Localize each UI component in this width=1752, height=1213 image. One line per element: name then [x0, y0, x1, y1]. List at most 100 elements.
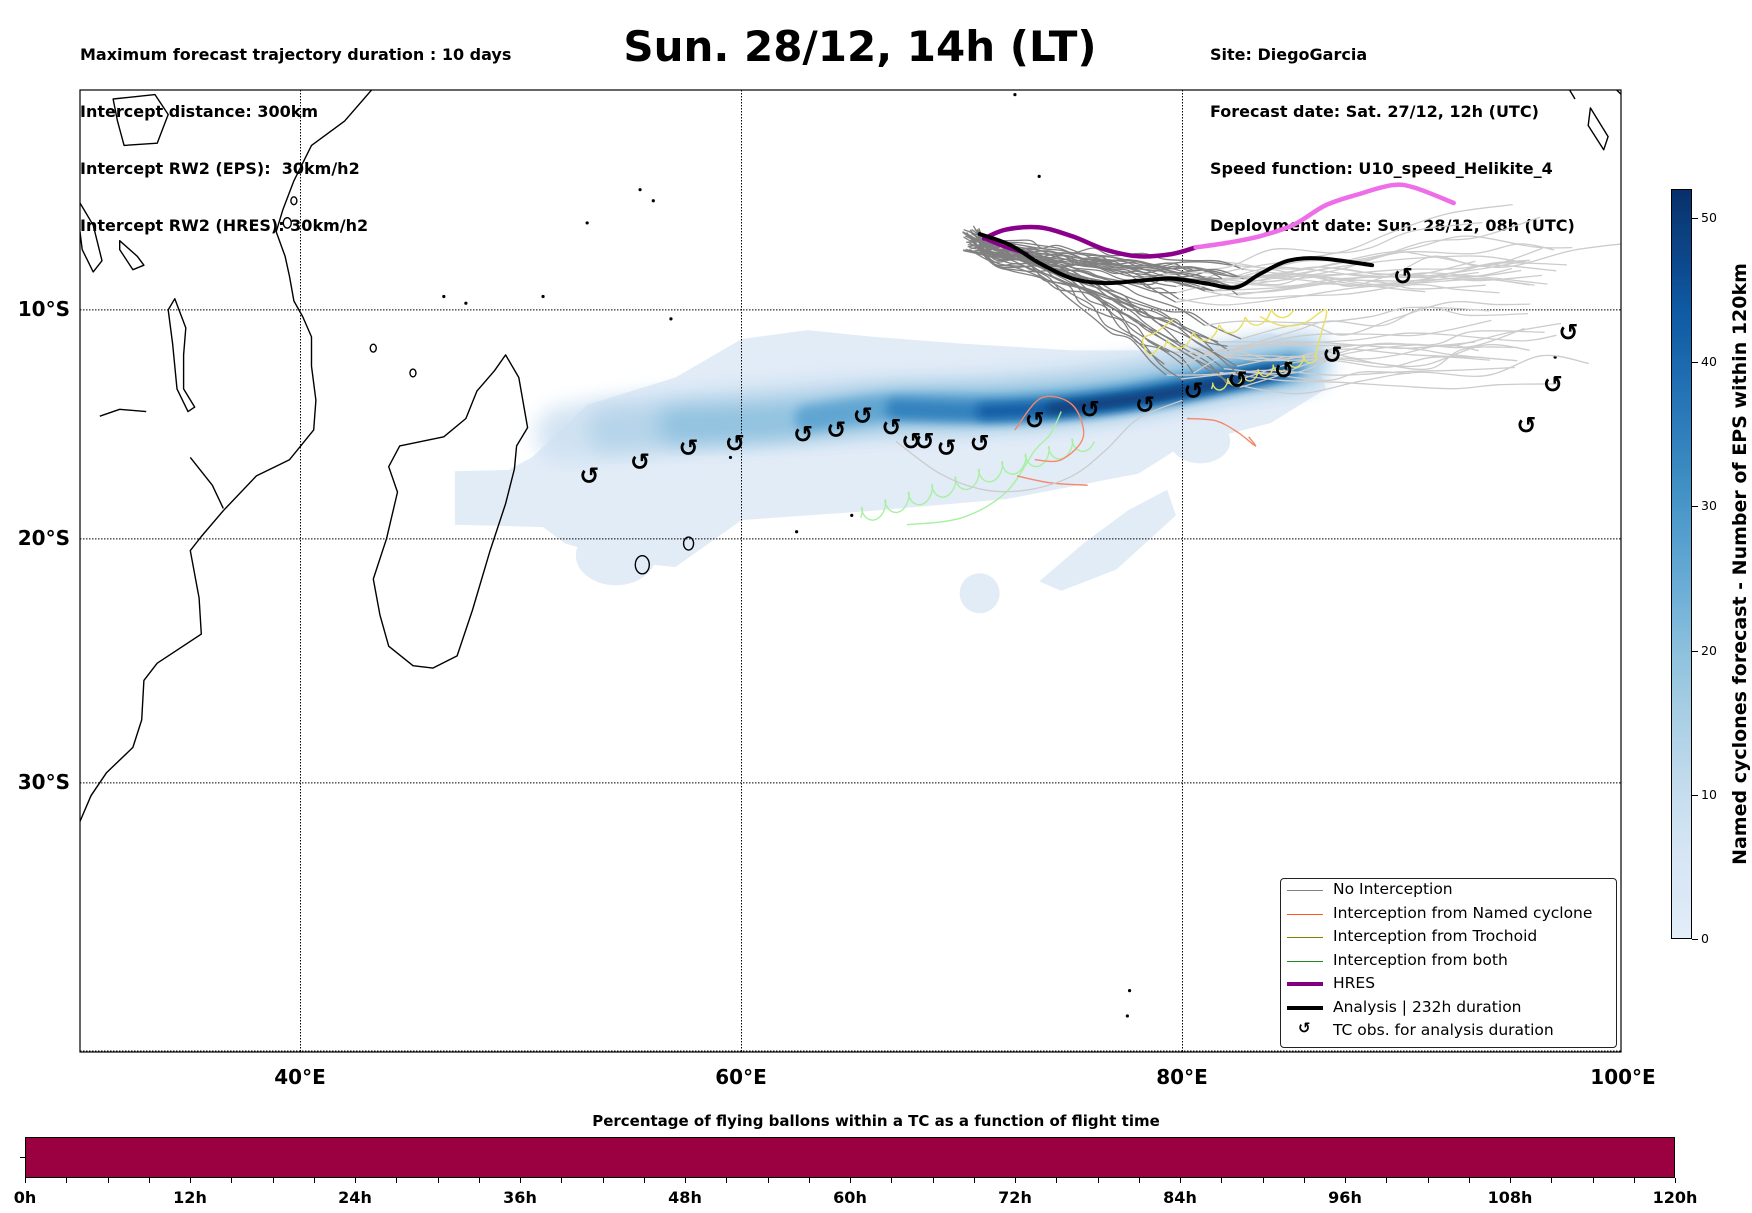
pct-bar-tick: [726, 1178, 727, 1183]
coast-river: [190, 457, 223, 508]
coast-islet: [464, 302, 467, 305]
pct-bar-tick: [1469, 1178, 1470, 1183]
pct-bar-tick: [66, 1178, 67, 1183]
pct-bar-tick-label: 36h: [490, 1188, 550, 1207]
colorbar-tick-label: 50: [1701, 211, 1717, 225]
tc-obs-marker: ↺: [914, 427, 934, 455]
tc-obs-marker: ↺: [630, 448, 650, 476]
pct-bar-tick: [149, 1178, 150, 1183]
legend-line-no-interception: [1287, 890, 1323, 891]
legend-item-trochoid: Interception from Trochoid: [1281, 926, 1616, 948]
legend-item-analysis: Analysis | 232h duration: [1281, 997, 1616, 1019]
tc-obs-marker: ↺: [1183, 377, 1203, 405]
coast-sumatra: [1617, 88, 1624, 97]
tc-obs-marker: ↺: [853, 402, 873, 430]
pct-bar-tick: [1221, 1178, 1222, 1183]
pct-bar-tick: [479, 1178, 480, 1183]
pct-bar-tick-label: 24h: [325, 1188, 385, 1207]
tc-obs-marker: ↺: [725, 430, 745, 458]
tc-symbol-icon: ↺: [1298, 1019, 1311, 1037]
lon-label-40e: 40°E: [250, 1065, 350, 1089]
pct-bar-tick: [25, 1178, 26, 1183]
tc-obs-marker: ↺: [881, 414, 901, 442]
coast-islet: [1038, 175, 1041, 178]
pct-bar-tick: [1180, 1178, 1181, 1183]
colorbar: [1671, 189, 1692, 939]
legend-line-analysis: [1287, 1006, 1323, 1010]
pct-bar-tick: [1551, 1178, 1552, 1183]
coast-mentawai: [1588, 108, 1608, 150]
tc-obs-marker: ↺: [679, 434, 699, 462]
density-blob: [1039, 490, 1176, 591]
pct-bar-tick: [768, 1178, 769, 1183]
pct-bar-tick-label: 48h: [655, 1188, 715, 1207]
legend-item-both: Interception from both: [1281, 950, 1616, 972]
pct-bar-tick: [603, 1178, 604, 1183]
pct-bar-tick: [850, 1178, 851, 1183]
lon-label-80e: 80°E: [1132, 1065, 1232, 1089]
pct-bar-tick: [396, 1178, 397, 1183]
pct-bar-tick-label: 96h: [1315, 1188, 1375, 1207]
pct-bar-tick: [273, 1178, 274, 1183]
tc-obs-marker: ↺: [793, 420, 813, 448]
pct-bar-tick: [1675, 1178, 1676, 1183]
coast-islet: [850, 514, 853, 517]
pct-bar-tick: [685, 1178, 686, 1183]
pct-bar-tick: [1593, 1178, 1594, 1183]
colorbar-tick: [1692, 362, 1698, 363]
coast-islet: [669, 317, 672, 320]
colorbar-tick-label: 30: [1701, 499, 1717, 513]
tc-obs-marker: ↺: [579, 462, 599, 490]
pct-bar-tick: [644, 1178, 645, 1183]
pct-bar-tick: [809, 1178, 810, 1183]
pct-bar-tick: [1098, 1178, 1099, 1183]
tc-obs-marker: ↺: [1543, 370, 1563, 398]
lat-label-10s: 10°S: [0, 297, 70, 321]
legend-item-no-interception: No Interception: [1281, 879, 1616, 901]
coast-pemba: [291, 197, 297, 205]
hres-track-late: [1196, 185, 1454, 248]
pct-bar-tick: [933, 1178, 934, 1183]
pct-bar-tick: [1510, 1178, 1511, 1183]
lat-label-30s: 30°S: [0, 770, 70, 794]
coast-islet: [1126, 1014, 1129, 1017]
legend-item-hres: HRES: [1281, 973, 1616, 995]
density-blob: [960, 573, 1000, 613]
coast-islet: [652, 199, 655, 202]
legend-item-tc-obs: ↺ TC obs. for analysis duration: [1281, 1020, 1616, 1042]
pct-bar-tick: [231, 1178, 232, 1183]
lon-label-60e: 60°E: [691, 1065, 791, 1089]
legend-line-both: [1287, 961, 1323, 962]
pct-bar-tick: [1634, 1178, 1635, 1183]
pct-bar-tick-label: 84h: [1150, 1188, 1210, 1207]
legend-line-hres: [1287, 982, 1323, 986]
coast-lake-tanganyika: [80, 203, 102, 272]
pct-bar-tick: [891, 1178, 892, 1183]
pct-bar-tick: [1139, 1178, 1140, 1183]
coast-islet: [1013, 93, 1016, 96]
pct-bar-tick-label: 60h: [820, 1188, 880, 1207]
colorbar-tick-label: 0: [1701, 932, 1709, 946]
tc-obs-marker: ↺: [1322, 341, 1342, 369]
tc-obs-marker: ↺: [826, 416, 846, 444]
coast-lake-malawi: [168, 299, 195, 412]
coast-islet: [1128, 989, 1131, 992]
pct-bar-tick: [314, 1178, 315, 1183]
pct-bar-tick: [1056, 1178, 1057, 1183]
colorbar-tick: [1692, 795, 1698, 796]
tc-obs-marker: ↺: [1274, 357, 1294, 385]
pct-bar-tick: [1304, 1178, 1305, 1183]
legend-line-named-cyclone: [1287, 914, 1323, 915]
pct-bar-tick: [974, 1178, 975, 1183]
coast-islet: [795, 530, 798, 533]
coast-islet: [638, 188, 641, 191]
pct-bar: [25, 1137, 1675, 1178]
eps-trajectory-late: [1177, 217, 1541, 292]
colorbar-tick: [1692, 651, 1698, 652]
tc-obs-marker: ↺: [937, 434, 957, 462]
pct-bar-tick: [1428, 1178, 1429, 1183]
pct-bar-tick: [438, 1178, 439, 1183]
lon-label-100e: 100°E: [1573, 1065, 1673, 1089]
tc-obs-marker: ↺: [1080, 395, 1100, 423]
pct-bar-tick: [190, 1178, 191, 1183]
